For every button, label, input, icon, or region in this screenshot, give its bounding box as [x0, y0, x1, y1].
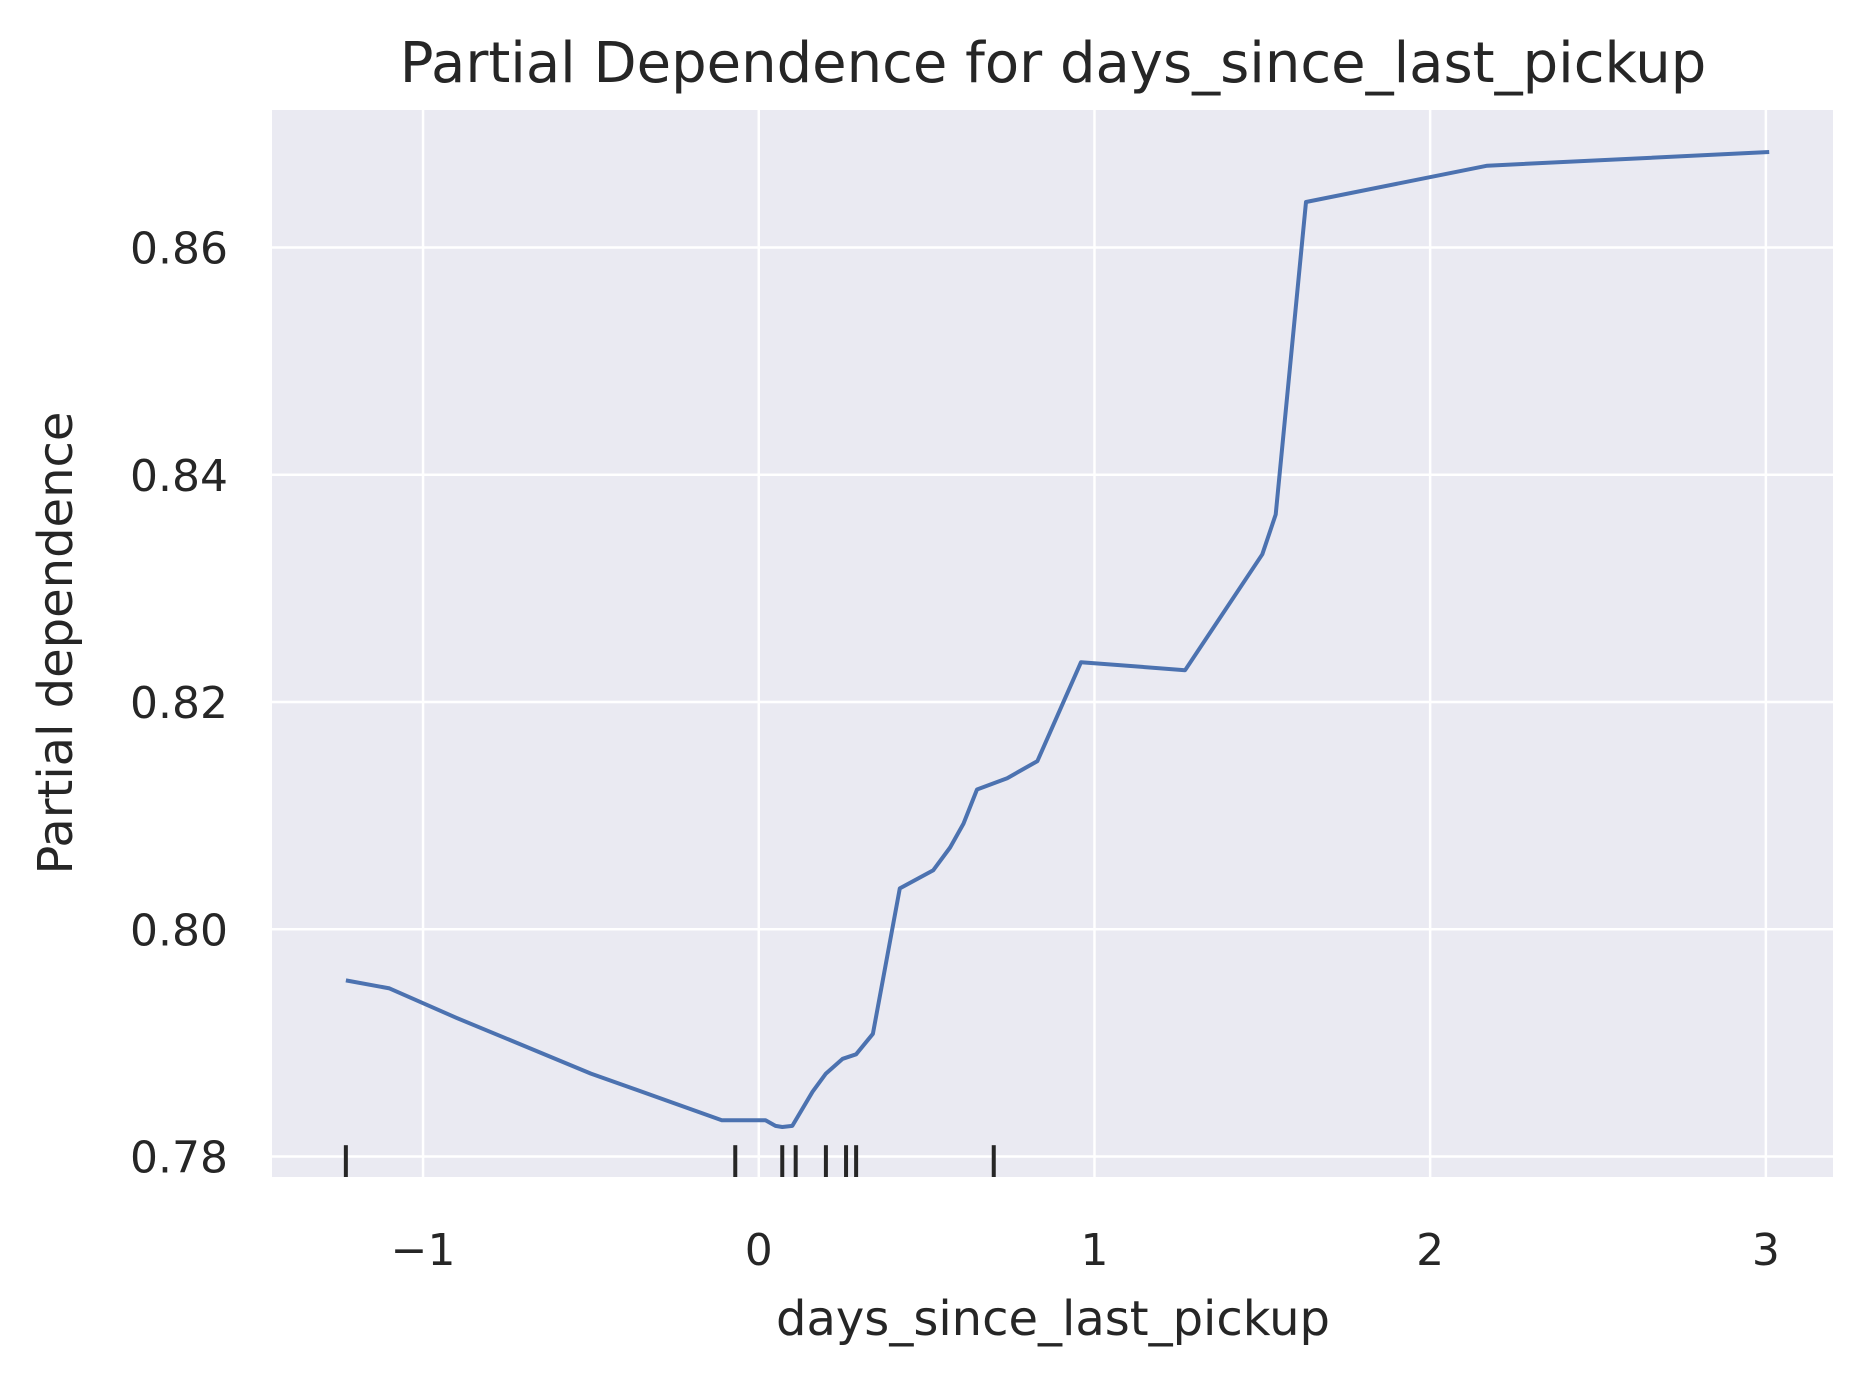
- chart-title: Partial Dependence for days_since_last_p…: [400, 31, 1706, 96]
- y-tick-label: 0.86: [130, 223, 228, 274]
- y-axis-label: Partial dependence: [28, 412, 84, 875]
- x-tick-label: 0: [745, 1225, 773, 1276]
- plot-background: [272, 110, 1833, 1177]
- x-tick-label: −1: [391, 1225, 456, 1276]
- x-tick-label: 2: [1416, 1225, 1444, 1276]
- x-tick-label: 3: [1752, 1225, 1780, 1276]
- y-tick-labels: 0.78 0.80 0.82 0.84 0.86: [130, 223, 228, 1183]
- y-tick-label: 0.78: [130, 1133, 228, 1184]
- x-axis-label: days_since_last_pickup: [776, 1291, 1330, 1347]
- partial-dependence-line: [345, 150, 1770, 1129]
- grid-lines: [272, 110, 1833, 1177]
- y-tick-label: 0.82: [130, 678, 228, 729]
- y-tick-label: 0.84: [130, 451, 228, 502]
- y-tick-label: 0.80: [130, 905, 228, 956]
- x-tick-labels: −1 0 1 2 3: [391, 1225, 1780, 1276]
- rug-marks: [343, 1145, 996, 1177]
- x-tick-label: 1: [1080, 1225, 1108, 1276]
